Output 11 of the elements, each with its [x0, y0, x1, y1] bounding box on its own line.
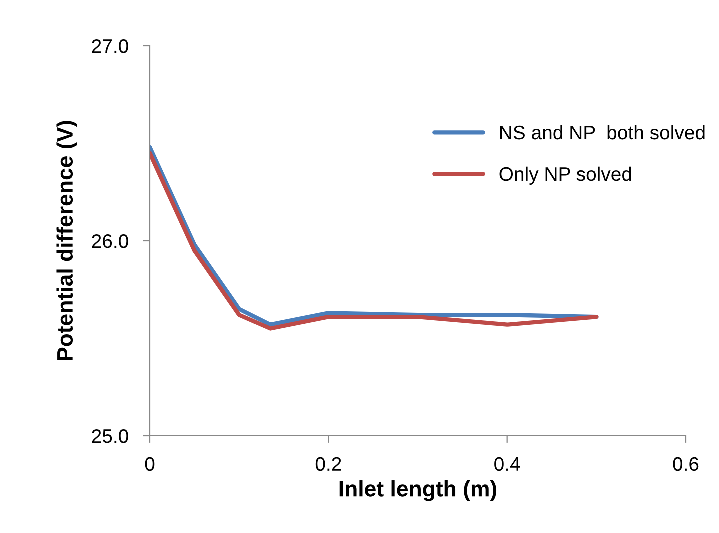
legend-label: NS and NP both solved [500, 125, 705, 140]
y-tick-label: 25.0 [92, 429, 128, 444]
legend-label: Only NP solved [500, 166, 632, 185]
x-tick-label: 0 [145, 457, 155, 472]
y-axis-title: Potential difference (V) [56, 121, 78, 361]
y-tick-label: 27.0 [92, 39, 128, 54]
x-tick-label: 0.4 [494, 457, 520, 472]
x-tick-label: 0.2 [316, 457, 342, 472]
x-tick-label: 0.6 [673, 457, 699, 472]
x-axis-title: Inlet length (m) [340, 480, 497, 502]
y-tick-label: 26.0 [92, 234, 128, 248]
